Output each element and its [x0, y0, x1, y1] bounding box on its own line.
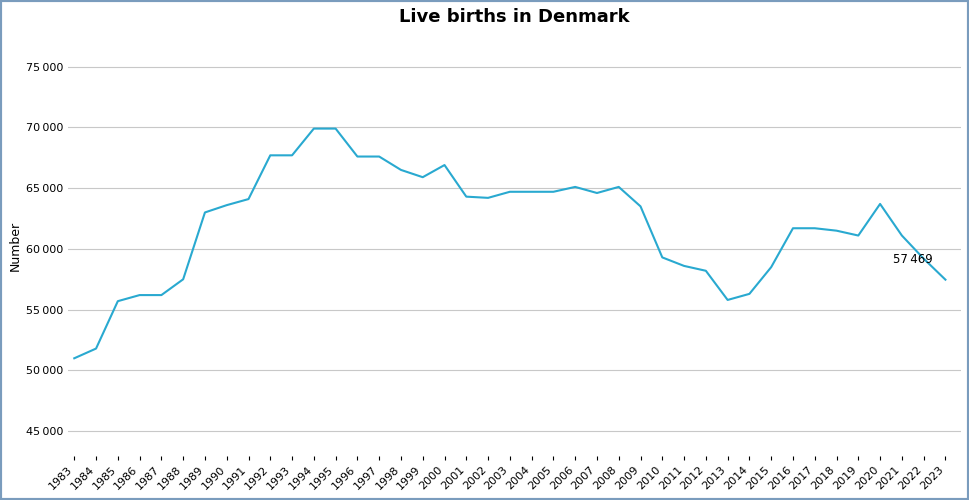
Title: Live births in Denmark: Live births in Denmark — [399, 8, 630, 26]
Y-axis label: Number: Number — [9, 221, 21, 271]
Text: 57 469: 57 469 — [892, 253, 932, 266]
